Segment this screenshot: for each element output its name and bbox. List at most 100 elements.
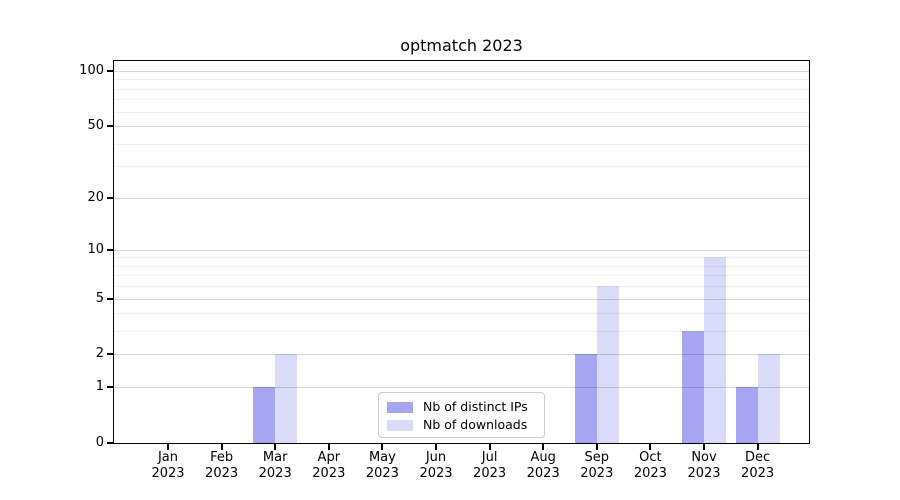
x-tick-month: Sep — [584, 450, 610, 465]
x-tick-label: Apr 2023 — [289, 450, 369, 482]
x-tick-month: Aug — [530, 450, 556, 465]
x-tick-label: Jul 2023 — [450, 450, 530, 482]
gridline-minor — [114, 286, 809, 288]
y-tick-mark — [107, 297, 113, 300]
x-tick-year: 2023 — [741, 466, 775, 481]
gridline-minor — [114, 275, 809, 277]
y-tick-label: 100 — [79, 63, 104, 79]
x-tick-year: 2023 — [580, 466, 614, 481]
gridline-minor — [114, 166, 809, 168]
gridline-minor — [114, 88, 809, 90]
legend-swatch-distinct-ips — [387, 401, 413, 413]
bar-distinct-ips — [253, 387, 276, 443]
x-tick-label: Aug 2023 — [503, 450, 583, 482]
x-tick-label: Jan 2023 — [128, 450, 208, 482]
y-tick-label: 5 — [95, 290, 104, 306]
gridline-minor — [114, 313, 809, 315]
y-tick-label: 20 — [87, 189, 104, 205]
x-tick-mark — [327, 444, 330, 450]
x-tick-mark — [649, 444, 652, 450]
x-tick-month: Feb — [210, 450, 234, 465]
x-tick-label: Oct 2023 — [610, 450, 690, 482]
x-tick-month: Apr — [317, 450, 341, 465]
x-tick-year: 2023 — [151, 466, 185, 481]
x-tick-label: Jun 2023 — [396, 450, 476, 482]
x-tick-year: 2023 — [473, 466, 507, 481]
x-tick-year: 2023 — [312, 466, 346, 481]
x-tick-label: Dec 2023 — [718, 450, 798, 482]
x-tick-year: 2023 — [365, 466, 399, 481]
x-tick-month: Jan — [157, 450, 179, 465]
gridline-minor — [114, 265, 809, 267]
x-tick-label: Mar 2023 — [235, 450, 315, 482]
y-tick-label: 0 — [95, 435, 104, 450]
x-tick-month: Oct — [639, 450, 662, 465]
legend-item-distinct-ips: Nb of distinct IPs — [387, 398, 544, 416]
bar-downloads — [757, 354, 780, 443]
y-tick-mark — [107, 386, 113, 389]
x-tick-mark — [381, 444, 384, 450]
y-tick-label: 50 — [87, 118, 104, 134]
x-tick-mark — [435, 444, 437, 450]
y-tick-mark — [107, 353, 113, 356]
x-tick-mark — [220, 444, 223, 450]
bar-distinct-ips — [574, 354, 597, 443]
x-tick-year: 2023 — [687, 466, 721, 481]
legend-label-downloads: Nb of downloads — [423, 417, 528, 432]
bar-downloads — [596, 286, 619, 443]
bar-distinct-ips — [682, 331, 704, 443]
x-tick-year: 2023 — [258, 466, 292, 481]
bar-distinct-ips — [735, 387, 758, 443]
x-tick-label: Feb 2023 — [182, 450, 262, 482]
gridline-minor — [114, 257, 809, 259]
bar-downloads — [275, 354, 298, 443]
gridline-minor — [114, 143, 809, 145]
x-tick-month: May — [368, 450, 396, 465]
x-tick-year: 2023 — [205, 466, 239, 481]
x-tick-year: 2023 — [526, 466, 560, 481]
x-tick-mark — [274, 444, 277, 450]
gridline-major — [114, 71, 809, 73]
x-tick-year: 2023 — [633, 466, 667, 481]
gridline-minor — [114, 111, 809, 113]
gridline-minor — [114, 331, 809, 333]
x-tick-mark — [488, 444, 491, 450]
gridline-minor — [114, 79, 809, 81]
x-tick-label: Nov 2023 — [664, 450, 744, 482]
x-tick-mark — [595, 444, 598, 450]
legend-swatch-downloads — [387, 419, 413, 431]
gridline-major — [114, 298, 809, 300]
gridline-major — [114, 354, 809, 356]
x-tick-label: May 2023 — [342, 450, 422, 482]
legend-label-distinct-ips: Nb of distinct IPs — [423, 399, 528, 414]
y-tick-mark — [107, 125, 113, 128]
bar-downloads — [704, 257, 726, 443]
y-tick-mark — [107, 196, 113, 199]
x-tick-mark — [756, 444, 759, 450]
x-tick-label: Sep 2023 — [557, 450, 637, 482]
gridline-minor — [114, 99, 809, 101]
x-tick-month: Mar — [262, 450, 288, 465]
y-tick-mark — [107, 248, 113, 251]
x-tick-month: Nov — [691, 450, 717, 465]
legend-item-downloads: Nb of downloads — [387, 416, 544, 434]
x-tick-month: Dec — [745, 450, 771, 465]
x-tick-month: Jun — [425, 450, 447, 465]
y-tick-mark — [107, 442, 113, 444]
y-tick-label: 2 — [95, 346, 104, 362]
gridline-major — [114, 197, 809, 199]
x-tick-mark — [703, 444, 705, 450]
chart-title: optmatch 2023 — [400, 36, 523, 55]
y-tick-label: 10 — [87, 241, 104, 257]
y-tick-mark — [107, 70, 113, 73]
gridline-major — [114, 126, 809, 128]
y-tick-label: 1 — [95, 379, 104, 395]
gridline-major — [114, 387, 809, 389]
legend: Nb of distinct IPs Nb of downloads — [378, 392, 545, 438]
x-tick-mark — [542, 444, 545, 450]
x-tick-mark — [167, 444, 169, 450]
plot-area — [113, 60, 810, 444]
x-tick-month: Jul — [481, 450, 498, 465]
x-tick-year: 2023 — [419, 466, 453, 481]
